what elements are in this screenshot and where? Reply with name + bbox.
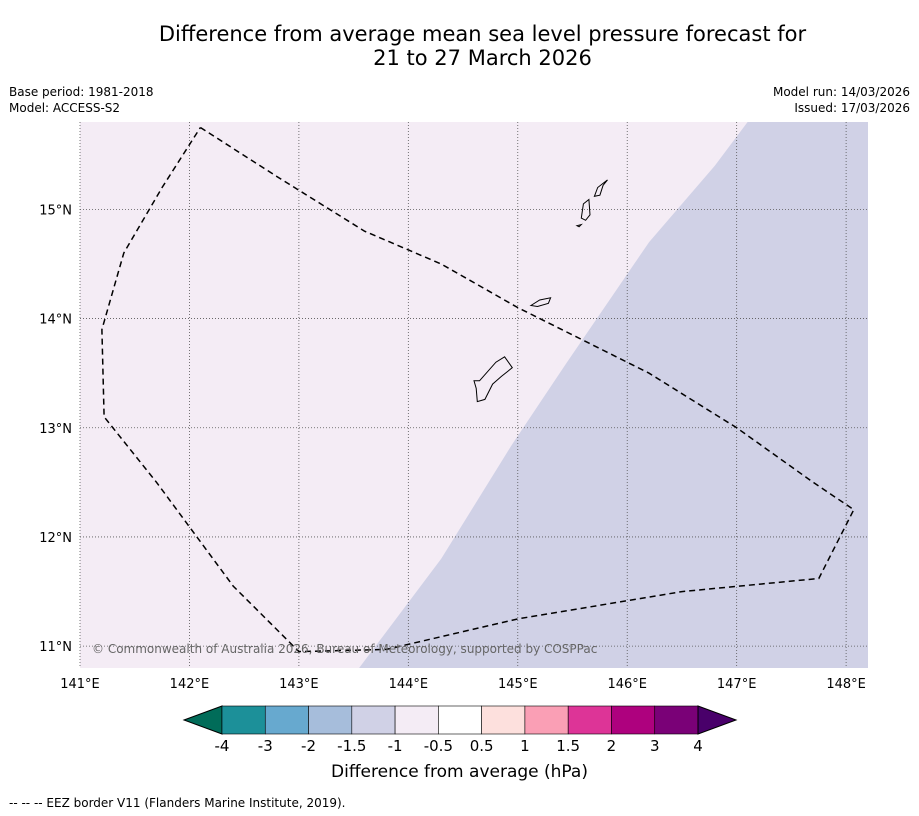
colorbar-label: Difference from average (hPa) (331, 762, 588, 782)
lon-tick-label: 143°E (279, 677, 319, 692)
island-aguijan (575, 223, 583, 228)
lat-tick-label: 15°N (39, 203, 72, 218)
lon-tick-label: 142°E (170, 677, 210, 692)
colorbar-tick-label: 2 (607, 737, 617, 755)
lon-tick-label: 141°E (60, 677, 100, 692)
island-guam (473, 356, 513, 403)
meta-right: Model run: 14/03/2026 Issued: 17/03/2026 (773, 84, 910, 116)
colorbar-segment (611, 705, 656, 735)
colorbar-tick-label: -1.5 (337, 737, 366, 755)
issued-text: Issued: 17/03/2026 (794, 101, 910, 115)
lon-tick-label: 147°E (717, 677, 757, 692)
model-run-text: Model run: 14/03/2026 (772, 85, 910, 99)
lat-tick-label: 12°N (39, 531, 72, 546)
lat-tick-label: 13°N (39, 422, 72, 437)
island-tinian (580, 198, 591, 221)
anomaly-region-minus-1 (359, 122, 868, 668)
colorbar-tick-label: -0.5 (424, 737, 453, 755)
lat-tick-label: 11°N (39, 640, 72, 655)
lon-tick-label: 146°E (607, 677, 647, 692)
lat-tick-label: 14°N (39, 313, 72, 328)
meta-left: Base period: 1981-2018 Model: ACCESS-S2 (9, 84, 154, 116)
colorbar-tick-label: -3 (258, 737, 273, 755)
colorbar-tick-label: 1.5 (556, 737, 580, 755)
colorbar-segment (567, 705, 612, 735)
colorbar-tick-label: 3 (650, 737, 660, 755)
eez-border-note: -- -- -- EEZ border V11 (Flanders Marine… (9, 796, 346, 810)
colorbar-segment (481, 705, 526, 735)
lon-tick-label: 144°E (389, 677, 429, 692)
colorbar-tick-label: 1 (520, 737, 530, 755)
colorbar-tick-label: 4 (693, 737, 703, 755)
colorbar-segment (654, 705, 699, 735)
lon-tick-label: 148°E (826, 677, 866, 692)
map-title-line2: 21 to 27 March 2026 (373, 46, 592, 70)
map-title-line1: Difference from average mean sea level p… (158, 22, 807, 46)
base-period-text: Base period: 1981-2018 (9, 85, 154, 99)
colorbar-segment (308, 705, 353, 735)
colorbar-segment (438, 705, 482, 735)
colorbar-tick-label: -1 (388, 737, 403, 755)
lon-tick-label: 145°E (498, 677, 538, 692)
colorbar-segment (394, 705, 439, 735)
map-title: Difference from average mean sea level p… (110, 22, 855, 70)
model-text: Model: ACCESS-S2 (9, 101, 121, 115)
colorbar-segment (264, 705, 309, 735)
island-rota (529, 297, 552, 308)
colorbar-tick-label: -2 (301, 737, 316, 755)
copyright-text: © Commonwealth of Australia 2026, Bureau… (92, 642, 597, 656)
eez-border-line (101, 126, 855, 653)
colorbar-segment (524, 705, 569, 735)
colorbar-extend-high (697, 705, 738, 735)
colorbar-tick-label: -4 (215, 737, 230, 755)
colorbar-segment (221, 705, 266, 735)
colorbar-segment (351, 705, 396, 735)
colorbar-extend-low (182, 705, 223, 735)
island-saipan (593, 179, 608, 197)
colorbar-tick-label: 0.5 (470, 737, 494, 755)
